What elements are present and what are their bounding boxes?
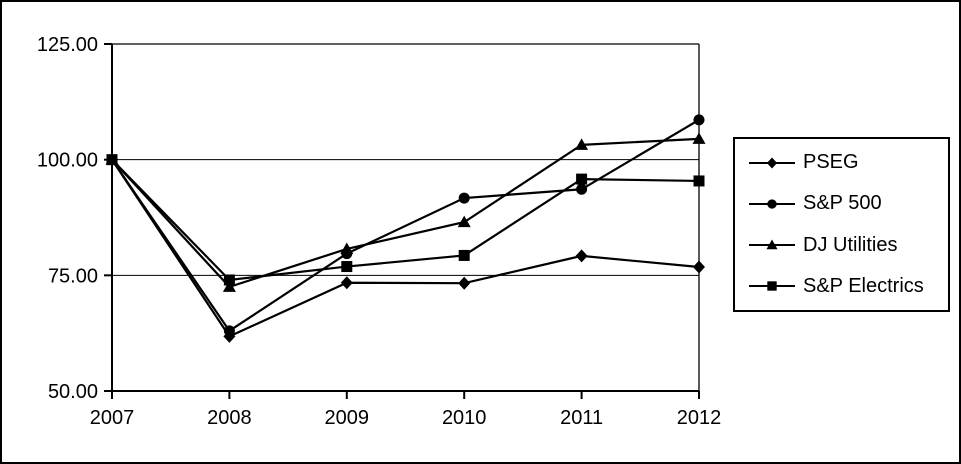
legend-label: DJ Utilities	[803, 233, 898, 256]
diamond-marker-pseg	[458, 276, 471, 290]
square-marker-s-p-electrics	[223, 274, 235, 286]
series-s-p-electrics	[106, 154, 705, 286]
legend-marker-dj-utilities	[766, 239, 778, 250]
legend-item-s-p-500: S&P 500	[748, 192, 944, 215]
y-tick-label: 75.00	[48, 265, 98, 287]
triangle-marker-dj-utilities	[692, 132, 706, 144]
series-line-s-p-electrics	[111, 158, 700, 282]
circle-marker-icon	[749, 199, 795, 209]
triangle-marker-dj-utilities	[457, 215, 471, 228]
series-s-p-500	[106, 114, 705, 337]
series-line-dj-utilities	[111, 137, 700, 289]
x-tick-label: 2012	[677, 407, 722, 429]
legend-label: PSEG	[803, 151, 859, 174]
circle-marker-s-p-500	[576, 183, 588, 195]
circle-marker-s-p-500	[693, 114, 705, 126]
diamond-marker-pseg	[693, 260, 705, 274]
square-marker-s-p-electrics	[693, 175, 705, 187]
diamond-marker-icon	[749, 157, 795, 169]
circle-marker-s-p-500	[223, 325, 235, 337]
diamond-marker-pseg	[340, 276, 353, 290]
circle-marker-s-p-500	[458, 192, 470, 204]
square-marker-icon	[749, 281, 795, 292]
triangle-marker-icon	[749, 239, 795, 250]
triangle-marker-dj-utilities	[222, 280, 236, 292]
y-tick-label: 50.00	[48, 381, 98, 403]
series-line-s-p-500	[111, 118, 700, 333]
legend-marker-s-p-500	[767, 199, 777, 209]
triangle-marker-dj-utilities	[575, 138, 589, 150]
legend-item-s-p-electrics: S&P Electrics	[748, 275, 944, 298]
x-tick-label: 2007	[90, 407, 135, 429]
triangle-marker-dj-utilities	[340, 242, 354, 254]
legend-marker-s-p-electrics	[767, 281, 777, 292]
x-tick-label: 2011	[560, 407, 603, 429]
legend-label: S&P Electrics	[803, 274, 924, 297]
series-pseg	[106, 153, 705, 343]
square-marker-s-p-electrics	[576, 173, 588, 185]
x-tick-label: 2009	[325, 407, 370, 429]
legend-marker-pseg	[766, 157, 778, 169]
legend-label: S&P 500	[803, 192, 882, 215]
square-marker-s-p-electrics	[341, 261, 353, 273]
series-line-pseg	[111, 159, 700, 338]
diamond-marker-pseg	[575, 249, 588, 263]
y-tick-label: 125.00	[37, 34, 98, 56]
legend-item-pseg: PSEG	[748, 151, 944, 174]
y-tick-label: 100.00	[37, 150, 98, 172]
square-marker-s-p-electrics	[458, 249, 470, 261]
square-marker-s-p-electrics	[106, 154, 118, 166]
series-dj-utilities	[105, 132, 706, 292]
legend-item-dj-utilities: DJ Utilities	[748, 234, 944, 257]
x-tick-label: 2010	[442, 407, 487, 429]
chart-legend: PSEG S&P 500 DJ Utilities S&P Electrics	[733, 137, 950, 312]
x-tick-label: 2008	[207, 407, 252, 429]
